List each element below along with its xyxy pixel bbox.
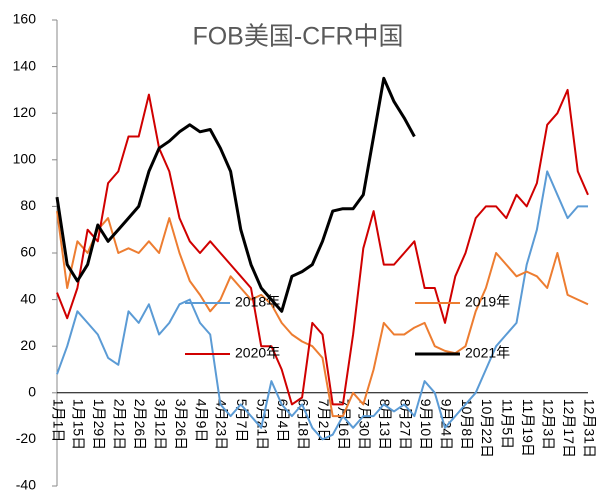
y-tick-label: 140 — [13, 57, 37, 73]
series-line — [56, 170, 588, 441]
y-tick-label: 20 — [20, 337, 36, 353]
legend-label: 2021年 — [465, 345, 510, 361]
y-tick-label: 80 — [20, 197, 36, 213]
x-tick-label: 9月24日 — [438, 399, 454, 450]
x-tick-label: 10月8日 — [459, 399, 475, 450]
x-tick-label: 11月19日 — [520, 399, 536, 457]
x-tick-label: 12月17日 — [561, 399, 577, 458]
x-tick-label: 7月16日 — [336, 399, 352, 450]
x-tick-label: 12月3日 — [540, 399, 556, 450]
y-tick-label: 100 — [13, 151, 37, 167]
x-tick-label: 1月29日 — [91, 399, 107, 450]
y-tick-label: 120 — [13, 104, 37, 120]
y-tick-label: 60 — [20, 244, 36, 260]
x-tick-label: 1月15日 — [71, 399, 87, 450]
x-tick-label: 4月9日 — [193, 399, 209, 443]
x-tick-label: 8月13日 — [377, 399, 393, 450]
x-tick-label: 3月12日 — [152, 399, 168, 450]
x-tick-label: 3月26日 — [173, 399, 189, 450]
x-tick-label: 7月30日 — [357, 399, 373, 450]
y-tick-label: -40 — [16, 477, 36, 493]
x-tick-label: 6月18日 — [295, 399, 311, 450]
legend-label: 2018年 — [235, 294, 280, 310]
chart-title: FOB美国-CFR中国 — [192, 23, 403, 51]
x-tick-label: 10月22日 — [479, 399, 495, 458]
x-tick-label: 11月5日 — [500, 399, 516, 449]
legend-label: 2020年 — [235, 345, 280, 361]
series-line — [56, 88, 589, 406]
x-tick-label: 7月2日 — [316, 399, 332, 443]
y-tick-label: -20 — [16, 430, 36, 446]
series-line — [55, 76, 416, 313]
x-tick-label: 9月10日 — [418, 399, 434, 450]
x-tick-label: 1月1日 — [50, 399, 66, 443]
series-line — [56, 210, 589, 418]
y-tick-label: 40 — [20, 290, 36, 306]
x-tick-label: 2月12日 — [112, 399, 128, 450]
x-tick-label: 12月31日 — [581, 399, 597, 458]
x-tick-label: 2月26日 — [132, 399, 148, 450]
y-tick-label: 0 — [28, 384, 36, 400]
y-tick-label: 160 — [13, 11, 37, 27]
legend-label: 2019年 — [465, 294, 510, 310]
